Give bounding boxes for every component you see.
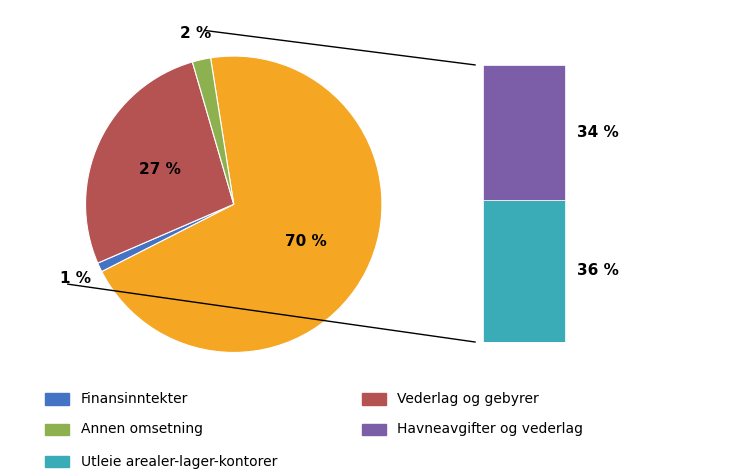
Text: 34 %: 34 % xyxy=(577,125,619,140)
Text: Utleie arealer-lager-kontorer: Utleie arealer-lager-kontorer xyxy=(81,455,277,469)
Text: 1 %: 1 % xyxy=(60,271,91,286)
Wedge shape xyxy=(102,56,382,352)
Text: Finansinntekter: Finansinntekter xyxy=(81,392,188,406)
Text: 70 %: 70 % xyxy=(286,234,327,249)
Wedge shape xyxy=(85,62,234,263)
FancyBboxPatch shape xyxy=(362,393,386,405)
Bar xyxy=(483,200,565,342)
FancyBboxPatch shape xyxy=(45,393,69,405)
Bar xyxy=(483,65,565,200)
Text: 2 %: 2 % xyxy=(180,26,211,41)
Wedge shape xyxy=(192,58,234,204)
Text: Havneavgifter og vederlag: Havneavgifter og vederlag xyxy=(397,422,584,437)
FancyBboxPatch shape xyxy=(45,456,69,467)
Text: Vederlag og gebyrer: Vederlag og gebyrer xyxy=(397,392,539,406)
Text: 36 %: 36 % xyxy=(577,263,619,278)
FancyBboxPatch shape xyxy=(45,424,69,435)
Wedge shape xyxy=(98,204,234,272)
FancyBboxPatch shape xyxy=(362,424,386,435)
Text: 27 %: 27 % xyxy=(139,162,181,177)
Text: Annen omsetning: Annen omsetning xyxy=(81,422,203,437)
